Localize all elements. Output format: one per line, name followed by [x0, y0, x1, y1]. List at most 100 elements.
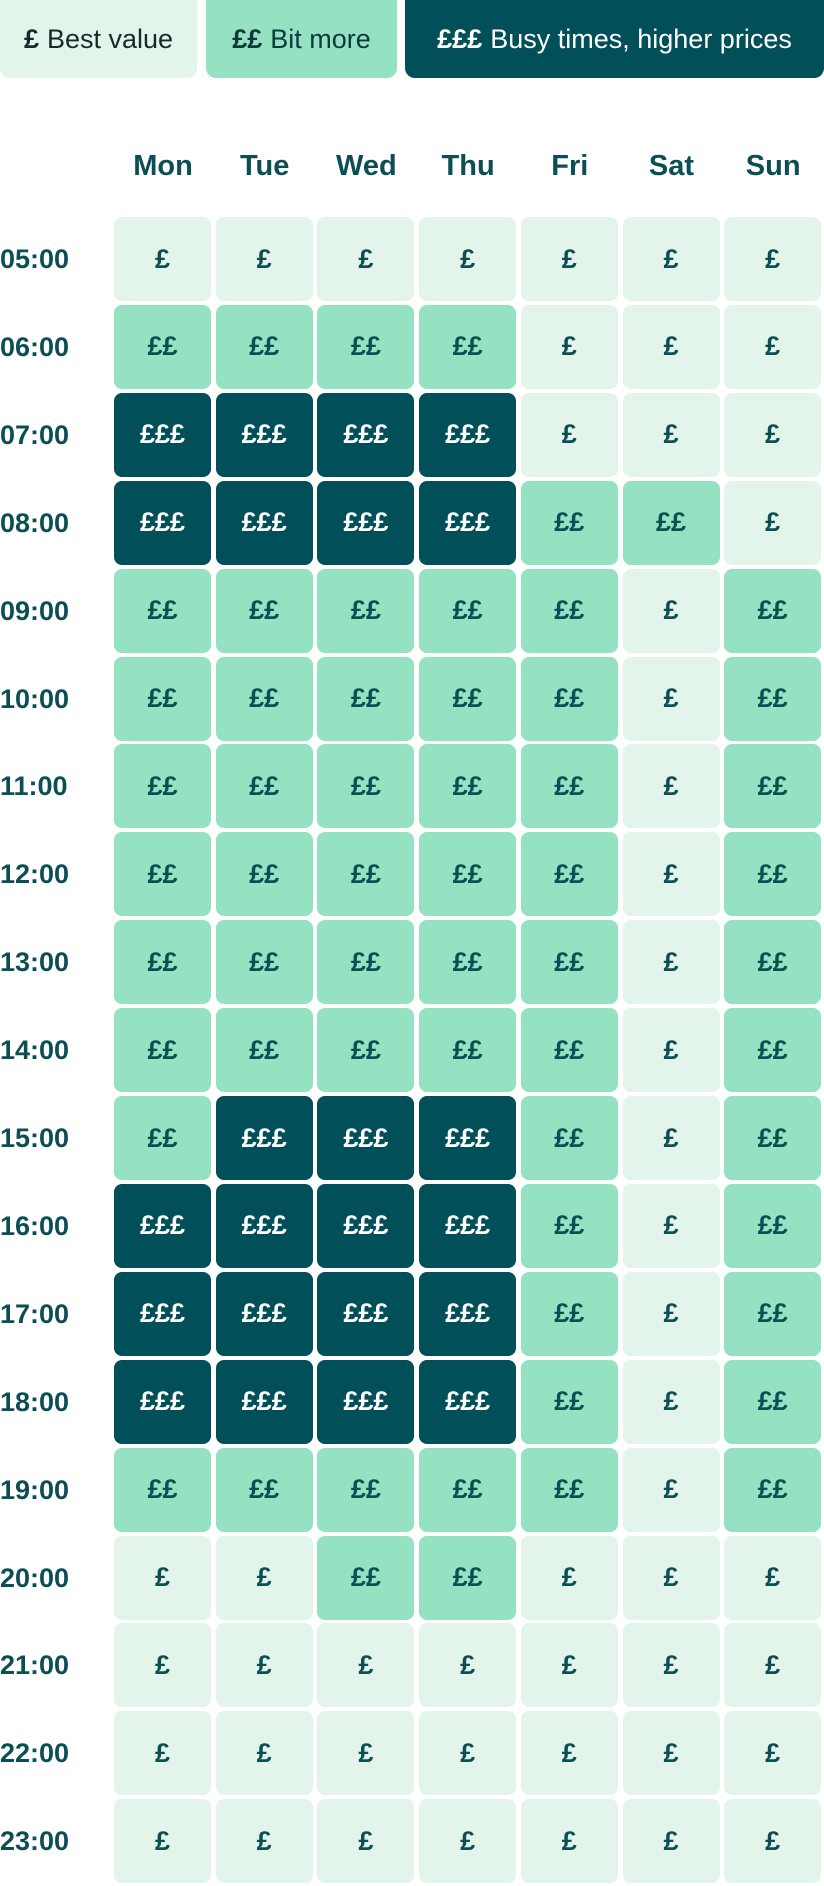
price-cell: £££	[114, 392, 211, 477]
price-cell: £	[724, 1623, 822, 1708]
price-cell: £	[622, 1799, 720, 1884]
price-cell: ££	[520, 832, 618, 917]
price-cell: ££	[724, 656, 822, 741]
price-cell: ££	[317, 1008, 415, 1093]
price-cell: £	[215, 1623, 313, 1708]
price-cell: ££	[520, 568, 618, 653]
price-cell: £££	[317, 1183, 415, 1268]
price-cell: ££	[724, 744, 822, 829]
price-cell: ££	[520, 1359, 618, 1444]
price-cell: ££	[114, 1008, 211, 1093]
price-cell: ££	[520, 1183, 618, 1268]
price-cell: ££	[622, 480, 720, 565]
price-cell: £££	[419, 1271, 517, 1356]
time-label: 20:00	[0, 1562, 70, 1593]
time-label: 11:00	[0, 771, 68, 802]
price-cell: ££	[724, 1008, 822, 1093]
price-cell: £	[622, 304, 720, 389]
price-legend: £ Best value ££ Bit more £££ Busy times, hi…	[0, 0, 824, 78]
price-cell: £	[114, 1623, 211, 1708]
price-cell: ££	[724, 920, 822, 1005]
day-header-sat: Sat	[648, 150, 695, 182]
price-cell: £	[622, 1183, 720, 1268]
price-cell: £	[622, 1008, 720, 1093]
price-cell: ££	[317, 656, 415, 741]
price-cell: £	[114, 1535, 211, 1620]
price-cell: £	[317, 1799, 415, 1884]
price-cell: £££	[317, 1271, 415, 1356]
price-cell: £	[622, 568, 720, 653]
price-cell: £££	[215, 392, 313, 477]
price-cell: ££	[114, 1096, 211, 1180]
price-cell: £	[622, 1447, 720, 1532]
time-label: 12:00	[0, 859, 70, 890]
price-cell: £	[419, 1711, 517, 1796]
time-label: 10:00	[0, 683, 70, 714]
price-cell: £	[622, 744, 720, 829]
price-cell: ££	[724, 568, 822, 653]
time-label: 09:00	[0, 595, 70, 626]
price-cell: £	[520, 1711, 618, 1796]
price-cell: ££	[215, 304, 313, 389]
legend-symbol: £	[23, 23, 39, 54]
price-cell: ££	[724, 1096, 822, 1180]
price-cell: £	[520, 1535, 618, 1620]
legend-best-value: £ Best value	[0, 0, 197, 78]
price-cell: £££	[215, 480, 313, 565]
price-cell: £	[215, 1535, 313, 1620]
price-cell: ££	[419, 656, 517, 741]
price-cell: £	[622, 1711, 720, 1796]
price-cell: £	[724, 1799, 822, 1884]
price-cell: £	[419, 217, 517, 301]
price-cell: ££	[520, 1096, 618, 1180]
price-cell: £	[520, 304, 618, 389]
price-cell: ££	[215, 832, 313, 917]
price-cell: ££	[520, 1447, 618, 1532]
price-cell: £££	[317, 1359, 415, 1444]
price-cell: £	[724, 304, 822, 389]
price-cell: £	[317, 1623, 415, 1708]
price-cell: £	[114, 217, 211, 301]
time-label: 15:00	[0, 1123, 70, 1153]
price-cell: ££	[520, 1271, 618, 1356]
time-label: 13:00	[0, 947, 70, 978]
price-cell: £	[520, 392, 618, 477]
price-cell: ££	[520, 480, 618, 565]
price-cell: £££	[215, 1271, 313, 1356]
price-cell: ££	[215, 568, 313, 653]
price-cell: ££	[419, 744, 517, 829]
price-cell: £££	[419, 1096, 517, 1180]
legend-symbol: ££	[232, 23, 263, 54]
price-cell: ££	[317, 304, 415, 389]
day-header-tue: Tue	[239, 150, 290, 182]
price-cell: £££	[215, 1359, 313, 1444]
price-cell: £££	[114, 1271, 211, 1356]
legend-busy: £££ Busy times, higher prices	[405, 0, 824, 78]
price-cell: £	[520, 1623, 618, 1708]
price-cell: ££	[317, 920, 415, 1005]
price-cell: ££	[317, 1447, 415, 1532]
price-cell: £	[419, 1799, 517, 1884]
time-label: 05:00	[0, 244, 70, 274]
time-label: 22:00	[0, 1738, 70, 1769]
price-cell: £	[724, 392, 822, 477]
price-cell: £	[724, 1535, 822, 1620]
legend-symbol: £££	[437, 23, 483, 54]
day-header-wed: Wed	[336, 150, 397, 182]
price-cell: ££	[317, 1535, 415, 1620]
price-cell: ££	[114, 920, 211, 1005]
price-cell: ££	[520, 744, 618, 829]
legend-label: Bit more	[270, 23, 371, 54]
price-cell: ££	[419, 832, 517, 917]
price-cell: £££	[215, 1183, 313, 1268]
price-cell: £	[724, 480, 822, 565]
time-label: 19:00	[0, 1474, 70, 1505]
price-cell: ££	[520, 920, 618, 1005]
price-cell: £	[215, 1711, 313, 1796]
price-cell: ££	[215, 1008, 313, 1093]
price-cell: £££	[317, 1096, 415, 1180]
time-label: 21:00	[0, 1650, 70, 1681]
price-cell: £	[317, 217, 415, 301]
price-cell: £	[520, 1799, 618, 1884]
time-label: 17:00	[0, 1298, 70, 1329]
